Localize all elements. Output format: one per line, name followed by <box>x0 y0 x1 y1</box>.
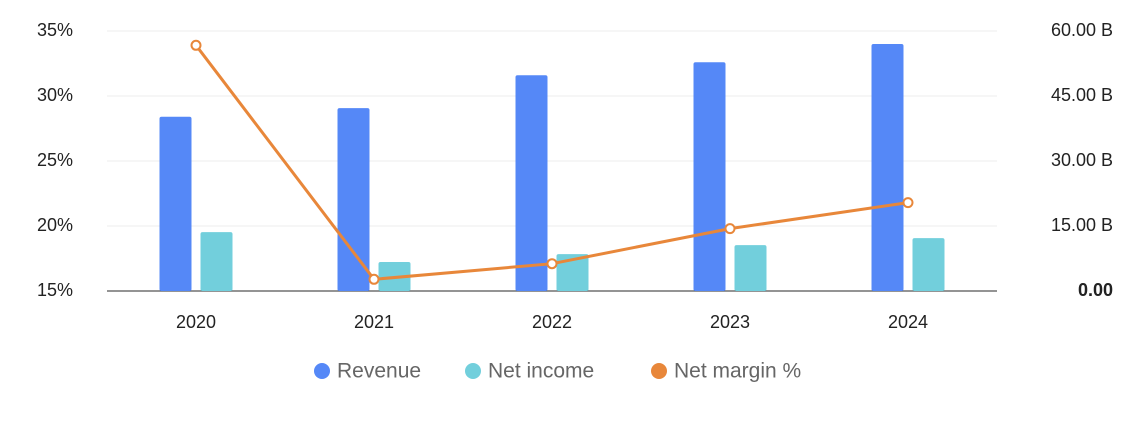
y2-tick-label: 0.00 <box>1078 280 1113 300</box>
bar <box>200 232 233 291</box>
legend-label: Revenue <box>337 360 421 383</box>
y-tick-label: 25% <box>37 150 73 170</box>
legend-label: Net margin % <box>674 360 801 383</box>
y2-tick-label: 30.00 B <box>1051 150 1113 170</box>
bar <box>693 62 726 292</box>
legend-label: Net income <box>488 360 594 383</box>
line-marker <box>368 273 380 285</box>
x-tick-label: 2023 <box>710 312 750 332</box>
legend-marker <box>465 363 481 379</box>
line-marker <box>190 39 202 51</box>
line-marker <box>546 258 558 270</box>
legend-marker <box>651 363 667 379</box>
y-tick-label: 35% <box>37 20 73 40</box>
bar <box>734 245 767 291</box>
y-tick-label: 15% <box>37 280 73 300</box>
bar <box>159 116 192 291</box>
y2-tick-label: 15.00 B <box>1051 215 1113 235</box>
bar <box>912 238 945 291</box>
legend-marker <box>314 363 330 379</box>
bar <box>556 254 589 291</box>
bar <box>337 108 370 291</box>
bar <box>515 75 548 291</box>
line-marker <box>902 197 914 209</box>
x-tick-label: 2022 <box>532 312 572 332</box>
bar <box>871 44 904 291</box>
y-tick-label: 30% <box>37 85 73 105</box>
line <box>194 44 909 281</box>
y2-tick-label: 60.00 B <box>1051 20 1113 40</box>
x-tick-label: 2021 <box>354 312 394 332</box>
y2-tick-label: 45.00 B <box>1051 85 1113 105</box>
x-tick-label: 2024 <box>888 312 928 332</box>
line-marker <box>724 223 736 235</box>
y-tick-label: 20% <box>37 215 73 235</box>
x-tick-label: 2020 <box>176 312 216 332</box>
